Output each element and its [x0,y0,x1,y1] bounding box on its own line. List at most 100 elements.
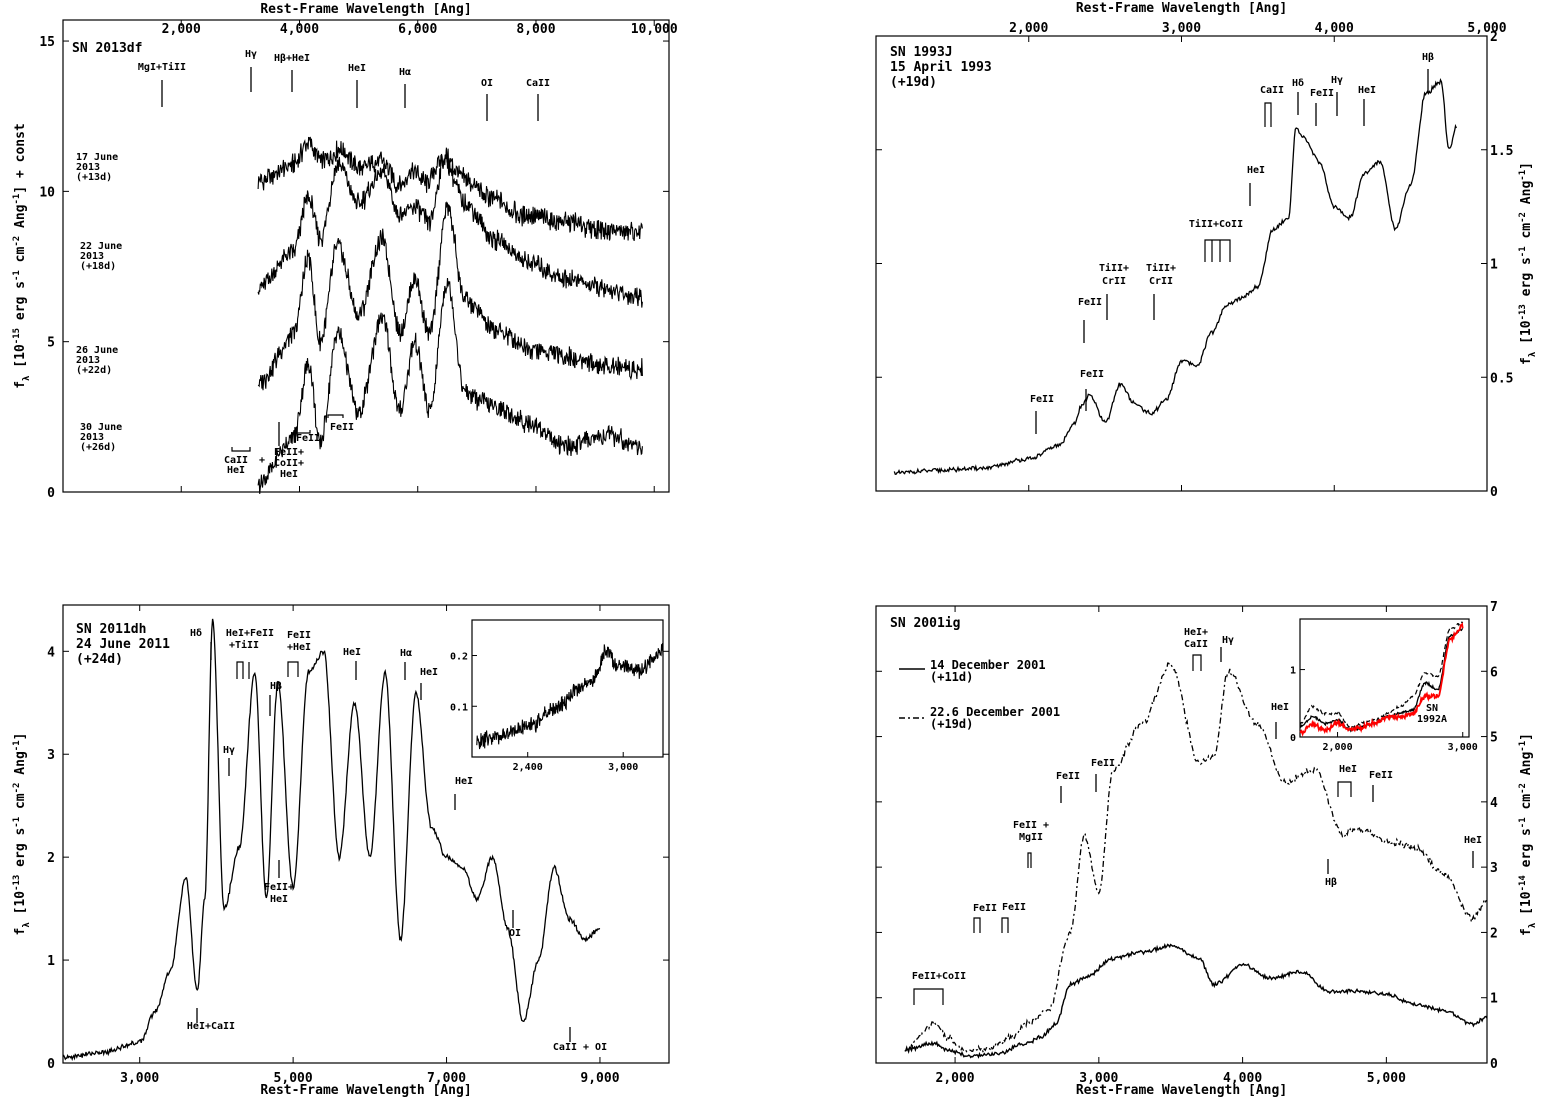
sn2001ig-panel-label: SN 2001ig [890,616,960,631]
line-label: HeI+ [1184,627,1208,638]
line-label: FeII [1078,297,1102,308]
sn2011dh-xlabel: Rest-Frame Wavelength [Ang] [260,1083,471,1098]
line-label: FeII + [1013,820,1049,831]
line-label: FeII [287,630,311,641]
sn1993j-panel-label: 15 April 1993 [890,60,992,75]
bracket-marker [1001,917,1009,933]
line-label: Hα [400,648,412,659]
sn2001ig-ytick-label: 6 [1490,665,1498,680]
bracket-marker [231,447,251,452]
sn2011dh-xtick-label: 5,000 [274,1071,313,1086]
line-label: TiII+ [1099,262,1129,274]
sn2011dh-panel-label: SN 2011dh [76,622,146,637]
sn2001ig-xtick-label: 2,000 [936,1071,975,1086]
spectrum-line [257,201,643,391]
sn1993j-panel-label: SN 1993J [890,45,953,60]
sn1993j-xlabel: Rest-Frame Wavelength [Ang] [1076,1,1287,16]
inset-spectrum-line [476,643,664,750]
line-label: FeII [1369,770,1393,781]
sn1993j-ytick-label: 0 [1490,485,1498,500]
line-label: Hβ [1422,52,1434,63]
legend-label: 22.6 December 2001 [930,705,1060,719]
sn2013df-xtick-label: 4,000 [280,22,319,37]
line-label: HeI [348,63,366,74]
inset-xtick-label: 2,400 [513,762,543,773]
sn2001ig-ytick-label: 3 [1490,861,1498,876]
line-label: FeII+ [274,447,304,458]
line-label: FeII [973,903,997,914]
legend-label: 14 December 2001 [930,658,1046,672]
spectrum-line [257,147,643,308]
line-label: FeII [1080,369,1104,380]
line-label: Hγ [245,49,257,60]
panel-sn2013df-frame [62,19,670,493]
panel-sn2013df: 2,000 4,000 6,000 8,000 10,000 0 5 10 15 Rest-Fra… [12,2,678,501]
line-label: HeI [1271,702,1289,713]
sn2011dh-panel-label: 24 June 2011 [76,637,170,652]
sn2011dh-ytick-label: 2 [47,851,55,866]
sn1993j-ytick-label: 2 [1490,30,1498,45]
sn1993j-panel-label: (+19d) [890,75,937,90]
sn2011dh-xtick-label: 9,000 [580,1071,619,1086]
panel-sn1993j: 2,000 3,000 4,000 5,000 0 0.5 1 1.5 2 Rest-Frame … [875,1,1538,500]
sn2001ig-ytick-label: 0 [1490,1057,1498,1072]
line-label: HeI [1464,835,1482,846]
sn2001ig-ytick-label: 7 [1490,600,1498,615]
series-label: 2013 [76,355,100,366]
legend-label: (+19d) [930,717,973,731]
inset-ytick-label: 0.1 [450,702,468,713]
line-label: HeI [455,776,473,787]
line-label: Hγ [1222,635,1234,646]
line-label: Hγ [223,745,235,756]
line-label: HeI [1358,85,1376,96]
series-label: 30 June [80,422,122,433]
panel-sn2001ig: 2,000 3,000 4,000 5,000 0 1 2 3 4 5 6 7 Rest-Frame W… [875,600,1538,1098]
bracket-marker [293,430,311,434]
line-label: Hδ [1292,78,1304,89]
bracket-marker [1192,654,1202,671]
spectrum-line [257,136,643,242]
line-label: FeII [330,422,354,433]
line-label: OI [481,78,493,89]
line-label: Hβ [1325,877,1337,888]
sn2013df-ytick-label: 0 [47,486,55,501]
series-label: (+18d) [80,261,116,272]
sn2001ig-xlabel: Rest-Frame Wavelength [Ang] [1076,1083,1287,1098]
line-label: FeII+CoII [912,971,966,982]
sn2013df-ytick-label: 15 [39,35,55,50]
line-label: HeI [1247,165,1265,176]
sn2011dh-ytick-label: 4 [47,645,55,660]
line-label: CoII+ [274,458,304,469]
sn2001ig-ytick-label: 1 [1490,992,1498,1007]
bracket-marker [287,661,299,677]
line-label: FeII [1030,394,1054,405]
inset-ytick-label: 0.2 [450,652,468,663]
line-label: + [259,455,265,466]
inset-series-label: 1992A [1417,714,1447,725]
sn1993j-ytick-label: 1 [1490,258,1498,273]
panel-sn1993j-frame [875,35,1488,492]
spectrum-line [62,618,601,1062]
bracket-marker [973,917,981,933]
bracket-marker [1337,781,1352,797]
inset-ytick-label: 0 [1290,733,1296,744]
spectrum-line [257,277,643,494]
series-label: (+26d) [80,442,116,453]
spectrum-line [904,942,1488,1059]
sn2013df-ytick-label: 5 [47,336,55,351]
line-label: Hδ [190,628,202,639]
inset-xtick-label: 3,000 [1448,742,1478,753]
line-label: OI [509,928,521,939]
sn2001ig-xtick-label: 5,000 [1367,1071,1406,1086]
panel-sn2011dh-frame [62,604,670,1064]
line-label: FeII [296,433,320,444]
line-label: TiII+ [1146,262,1176,274]
line-label: CaII [526,78,550,89]
sn2013df-xtick-label: 10,000 [631,22,678,37]
line-label: HeI [270,894,288,905]
sn2011dh-ytick-label: 3 [47,748,55,763]
series-label: 2013 [76,162,100,173]
line-label: CaII + OI [553,1042,607,1053]
line-label: Hβ+HeI [274,53,310,64]
